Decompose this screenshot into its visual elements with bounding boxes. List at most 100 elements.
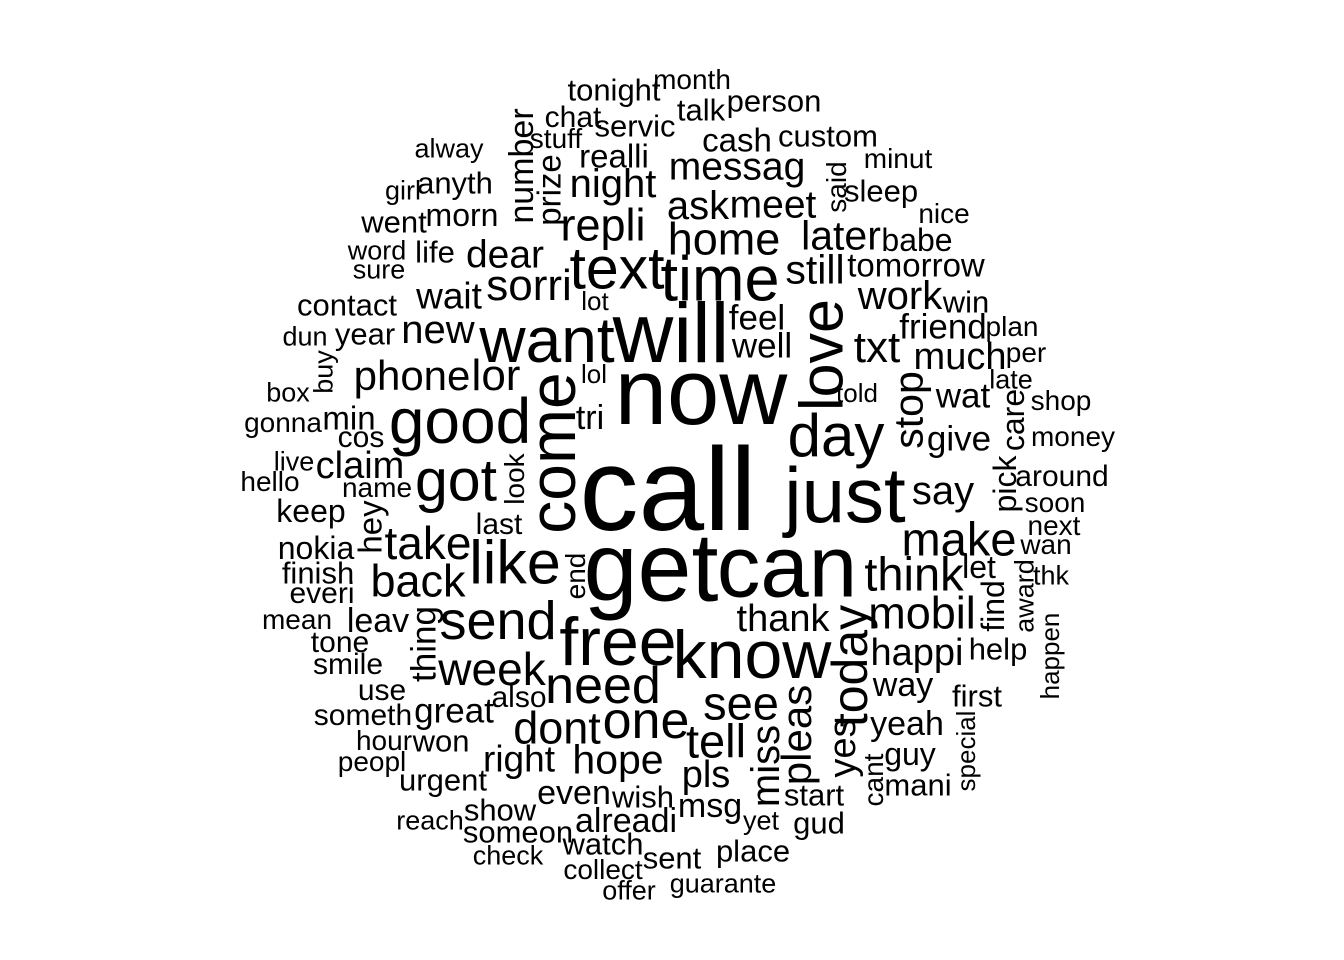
word-gud: gud bbox=[793, 805, 845, 841]
word-know: know bbox=[672, 617, 832, 693]
word-messag: messag bbox=[668, 145, 806, 189]
word-got: got bbox=[414, 447, 498, 514]
word-back: back bbox=[370, 555, 466, 607]
word-anyth: anyth bbox=[417, 165, 493, 201]
word-won: won bbox=[412, 723, 470, 759]
word-money: money bbox=[1030, 421, 1116, 452]
word-let: let bbox=[962, 549, 996, 585]
word-someth: someth bbox=[313, 699, 413, 732]
word-sent: sent bbox=[642, 840, 702, 876]
word-send: send bbox=[439, 591, 557, 651]
word-good: good bbox=[388, 385, 532, 457]
word-shop: shop bbox=[1030, 385, 1092, 416]
word-thing: thing bbox=[404, 606, 444, 682]
word-smile: smile bbox=[312, 648, 384, 681]
word-min: min bbox=[322, 399, 376, 437]
word-thk: thk bbox=[1032, 560, 1070, 591]
word-show: show bbox=[463, 792, 537, 828]
word-special: special bbox=[951, 710, 981, 792]
word-look: look bbox=[499, 453, 530, 505]
word-name: name bbox=[341, 472, 413, 503]
word-phone: phone bbox=[353, 352, 471, 399]
word-soon: soon bbox=[1024, 487, 1086, 518]
word-feel: feel bbox=[728, 298, 786, 338]
word-nokia: nokia bbox=[277, 530, 355, 566]
word-wish: wish bbox=[611, 779, 675, 815]
word-life: life bbox=[415, 234, 455, 270]
word-late: late bbox=[989, 364, 1033, 395]
word-claim: claim bbox=[315, 445, 405, 487]
word-offer: offer bbox=[602, 875, 656, 906]
word-end: end bbox=[560, 552, 591, 600]
word-sleep: sleep bbox=[843, 173, 919, 209]
word-need: need bbox=[545, 657, 661, 715]
word-peopl: peopl bbox=[337, 746, 407, 777]
word-now: now bbox=[614, 339, 788, 444]
word-can: can bbox=[716, 518, 858, 616]
word-think: think bbox=[864, 547, 964, 601]
word-alreadi: alreadi bbox=[574, 802, 678, 840]
word-stop: stop bbox=[885, 371, 932, 449]
word-like: like bbox=[469, 528, 561, 597]
word-said: said bbox=[821, 161, 852, 213]
word-leav: leav bbox=[346, 602, 410, 640]
word-get: get bbox=[583, 512, 719, 622]
word-sure: sure bbox=[352, 254, 406, 285]
word-wat: wat bbox=[935, 376, 991, 416]
word-free: free bbox=[559, 604, 677, 680]
word-yet: yet bbox=[742, 805, 780, 836]
word-new: new bbox=[401, 308, 475, 352]
word-well: well bbox=[731, 326, 793, 366]
word-servic: servic bbox=[594, 108, 676, 144]
word-hey: hey bbox=[351, 500, 389, 554]
word-dun: dun bbox=[282, 321, 328, 352]
word-word: word bbox=[347, 235, 407, 266]
word-box: box bbox=[266, 377, 310, 408]
word-ask: ask bbox=[666, 184, 730, 228]
word-contact: contact bbox=[297, 287, 397, 323]
word-win: win bbox=[942, 284, 990, 320]
word-help: help bbox=[968, 631, 1028, 667]
word-realli: realli bbox=[579, 137, 649, 175]
word-month: month bbox=[653, 64, 731, 95]
word-pls: pls bbox=[681, 754, 731, 796]
word-around: around bbox=[1015, 460, 1109, 493]
word-give: give bbox=[926, 419, 992, 459]
word-happi: happi bbox=[870, 632, 964, 674]
word-urgent: urgent bbox=[399, 762, 487, 798]
word-tonight: tonight bbox=[567, 72, 661, 108]
word-wan: wan bbox=[1020, 529, 1072, 560]
word-cos: cos bbox=[337, 421, 385, 454]
word-nice: nice bbox=[918, 198, 970, 229]
word-week: week bbox=[438, 643, 546, 695]
word-alway: alway bbox=[414, 133, 484, 164]
word-will: will bbox=[612, 286, 730, 380]
word-thank: thank bbox=[736, 598, 830, 640]
word-want: want bbox=[479, 304, 615, 376]
word-yeah: yeah bbox=[870, 705, 944, 743]
word-night: night bbox=[569, 162, 657, 206]
word-cant: cant bbox=[858, 753, 889, 807]
word-next: next bbox=[1027, 510, 1081, 541]
word-prize: prize bbox=[530, 154, 568, 226]
word-sorri: sorri bbox=[486, 261, 572, 310]
word-finish: finish bbox=[281, 555, 355, 591]
word-lot: lot bbox=[581, 286, 609, 316]
word-see: see bbox=[703, 676, 779, 730]
word-home: home bbox=[667, 213, 781, 265]
word-work: work bbox=[857, 274, 943, 318]
word-first: first bbox=[952, 678, 1002, 714]
word-much: much bbox=[913, 336, 1007, 378]
word-per: per bbox=[1005, 337, 1047, 368]
word-girl: girl bbox=[384, 175, 422, 206]
word-repli: repli bbox=[560, 199, 646, 251]
word-just: just bbox=[784, 451, 906, 539]
word-start: start bbox=[783, 777, 845, 813]
word-find: find bbox=[975, 580, 1011, 632]
word-custom: custom bbox=[778, 118, 878, 154]
word-morn: morn bbox=[425, 197, 499, 233]
word-right: right bbox=[483, 738, 555, 780]
word-day: day bbox=[787, 402, 885, 469]
word-make: make bbox=[901, 512, 1017, 566]
word-last: last bbox=[475, 508, 523, 541]
